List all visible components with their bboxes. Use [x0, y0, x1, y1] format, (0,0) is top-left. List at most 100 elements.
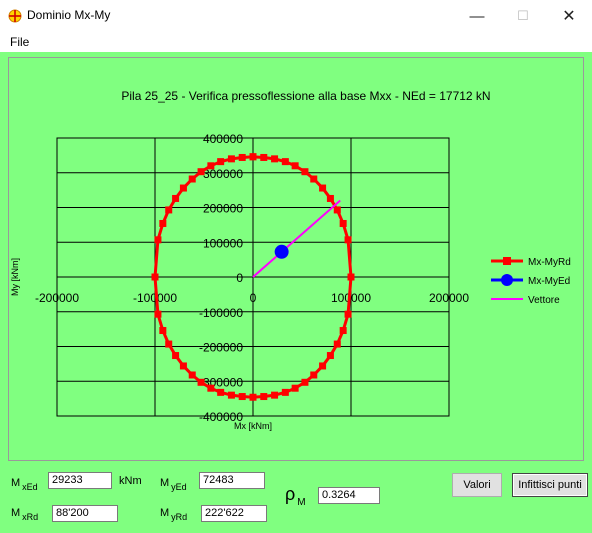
mxed-unit: kNm — [119, 475, 142, 487]
data-point — [165, 340, 173, 348]
x-tick-label: 0 — [250, 291, 257, 305]
data-point — [179, 362, 187, 370]
y-axis-label: My [kNm] — [10, 258, 20, 296]
y-tick-label: 0 — [236, 271, 243, 285]
close-icon: ✕ — [562, 8, 576, 25]
data-point — [319, 362, 327, 370]
data-point — [151, 273, 159, 281]
data-point — [197, 378, 205, 386]
mxed-m: M — [11, 477, 21, 489]
mxrd-m: M — [11, 507, 21, 519]
menu-file[interactable]: File — [10, 35, 30, 49]
legend-item: Mx-MyRd — [491, 257, 571, 268]
mxed-field[interactable]: 29233 — [48, 472, 112, 489]
mxrd-subscript: xRd — [22, 512, 39, 522]
data-point — [274, 244, 289, 259]
data-point — [165, 206, 173, 214]
y-tick-label: 400000 — [203, 132, 243, 146]
minimize-button[interactable]: — — [454, 0, 500, 32]
legend-marker — [503, 257, 511, 265]
myrd-m: M — [160, 507, 170, 519]
data-point — [319, 184, 327, 192]
data-point — [326, 194, 334, 202]
data-point — [301, 168, 309, 176]
rho-field[interactable]: 0.3264 — [318, 487, 380, 504]
y-tick-label: 100000 — [203, 236, 243, 250]
client-area: Pila 25_25 - Verifica pressoflessione al… — [0, 52, 592, 533]
myed-field[interactable]: 72483 — [199, 472, 265, 489]
window-title: Dominio Mx-My — [27, 8, 111, 22]
series-line — [252, 199, 341, 278]
menu-bar: File — [0, 32, 592, 52]
data-point — [172, 352, 180, 360]
minimize-icon: — — [469, 7, 485, 25]
grid — [56, 137, 450, 417]
y-tick-labels: 400000 300000 200000 100000 0 -100000 -200000 -… — [199, 132, 243, 424]
data-point — [227, 391, 235, 399]
legend-item: Mx-MyEd — [491, 274, 570, 287]
close-button[interactable]: ✕ — [546, 0, 592, 32]
series-mx-myed — [274, 244, 289, 259]
infittisci-punti-button[interactable]: Infittisci punti — [512, 473, 588, 497]
title-bar: Dominio Mx-My — ☐ ✕ — [0, 0, 592, 32]
data-point — [207, 162, 215, 170]
data-point — [291, 384, 299, 392]
data-point — [281, 388, 289, 396]
x-axis-label: Mx [kNm] — [234, 421, 272, 431]
mxrd-field[interactable]: 88'200 — [52, 505, 118, 522]
app-icon — [8, 9, 22, 23]
data-point — [154, 310, 162, 318]
data-point — [347, 273, 355, 281]
data-point — [310, 371, 318, 379]
chart-title: Pila 25_25 - Verifica pressoflessione al… — [121, 89, 490, 103]
data-point — [197, 168, 205, 176]
maximize-button[interactable]: ☐ — [500, 0, 546, 32]
data-point — [249, 153, 257, 161]
data-point — [310, 175, 318, 183]
y-tick-label: -300000 — [199, 375, 243, 389]
myrd-subscript: yRd — [171, 512, 188, 522]
data-point — [159, 219, 167, 227]
chart-panel: Pila 25_25 - Verifica pressoflessione al… — [8, 57, 584, 461]
data-point — [238, 153, 246, 161]
data-point — [207, 384, 215, 392]
y-tick-label: -200000 — [199, 341, 243, 355]
y-tick-label: 200000 — [203, 202, 243, 216]
data-point — [154, 236, 162, 244]
myrd-field[interactable]: 222'622 — [201, 505, 267, 522]
series-layer — [151, 153, 355, 401]
valori-button[interactable]: Valori — [452, 473, 502, 497]
x-tick-label: 100000 — [331, 291, 371, 305]
maximize-icon: ☐ — [517, 8, 529, 23]
x-tick-labels: -200000 -100000 0 100000 200000 — [35, 291, 469, 305]
legend-label: Vettore — [528, 295, 560, 306]
y-tick-label: -400000 — [199, 410, 243, 424]
legend-label: Mx-MyEd — [528, 276, 570, 287]
domain-chart: Pila 25_25 - Verifica pressoflessione al… — [10, 89, 571, 431]
data-point — [217, 388, 225, 396]
data-point — [227, 155, 235, 163]
data-point — [301, 378, 309, 386]
data-point — [260, 153, 268, 161]
data-point — [179, 184, 187, 192]
data-point — [326, 352, 334, 360]
rho-subscript: M — [297, 497, 306, 508]
data-point — [333, 340, 341, 348]
data-point — [344, 310, 352, 318]
rho-symbol: ρ — [285, 484, 296, 504]
data-point — [238, 393, 246, 401]
data-point — [260, 393, 268, 401]
data-point — [188, 175, 196, 183]
legend-label: Mx-MyRd — [528, 257, 571, 268]
data-point — [339, 327, 347, 335]
legend-item: Vettore — [491, 295, 560, 306]
data-point — [344, 236, 352, 244]
data-point — [271, 155, 279, 163]
myed-subscript: yEd — [171, 482, 187, 492]
data-point — [249, 393, 257, 401]
series-mx-myrd — [151, 153, 355, 401]
